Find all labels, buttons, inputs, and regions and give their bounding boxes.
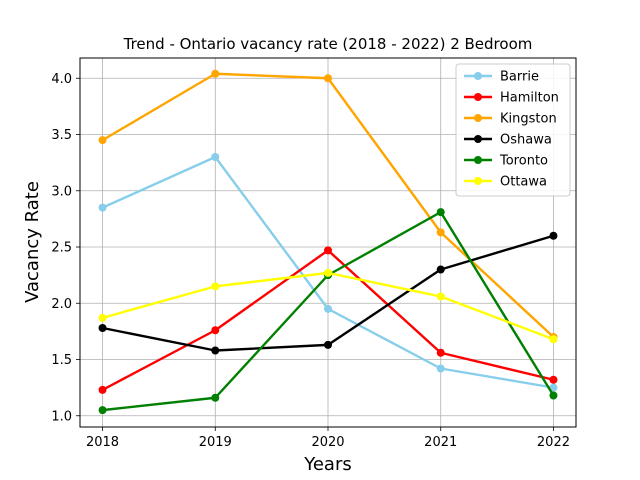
data-point-toronto [211, 393, 220, 402]
legend-marker [474, 72, 482, 80]
data-point-kingston [211, 69, 220, 78]
data-point-kingston [98, 136, 107, 145]
legend-marker [474, 135, 482, 143]
data-point-kingston [436, 228, 445, 237]
legend-item-hamilton: Hamilton [464, 91, 559, 106]
data-point-oshawa [436, 265, 445, 274]
legend-item-ottawa: Ottawa [464, 175, 547, 190]
data-point-barrie [324, 304, 332, 313]
data-point-hamilton [549, 375, 558, 384]
legend-marker [474, 156, 482, 164]
y-tick-label: 4.0 [51, 72, 72, 87]
legend-item-barrie: Barrie [464, 70, 539, 85]
data-point-oshawa [98, 324, 107, 332]
y-tick-label: 1.0 [51, 409, 72, 424]
data-point-ottawa [436, 292, 445, 301]
x-tick-label: 2019 [199, 435, 232, 450]
legend-marker [474, 177, 482, 185]
data-point-ottawa [549, 335, 558, 344]
x-tick-label: 2020 [311, 435, 344, 450]
series-barrie [98, 153, 558, 392]
data-point-barrie [211, 153, 220, 161]
x-tick-label: 2022 [537, 435, 570, 450]
x-tick-label: 2018 [86, 435, 119, 450]
data-point-barrie [98, 203, 107, 212]
x-axis-ticks: 2018 2019 2020 2021 2022 [86, 427, 570, 450]
legend-label: Ottawa [500, 175, 547, 190]
series-oshawa [98, 231, 558, 355]
y-tick-label: 3.5 [51, 128, 72, 143]
y-tick-label: 1.5 [51, 353, 72, 368]
data-point-hamilton [98, 385, 107, 394]
legend-item-toronto: Toronto [464, 154, 548, 169]
data-point-toronto [98, 406, 107, 415]
x-tick-label: 2021 [424, 435, 457, 450]
x-axis-title: Years [303, 454, 352, 475]
data-point-ottawa [324, 268, 332, 277]
legend-marker [474, 114, 482, 122]
data-point-oshawa [324, 340, 332, 349]
legend: Barrie Hamilton Kingston Oshawa Toronto Ottaw… [455, 63, 571, 197]
series-ottawa [98, 268, 558, 344]
series-layer [98, 69, 558, 415]
data-point-toronto [436, 208, 445, 217]
data-point-oshawa [211, 346, 220, 355]
data-point-barrie [549, 383, 558, 392]
y-axis-title: Vacancy Rate [22, 181, 43, 303]
legend-item-kingston: Kingston [464, 112, 557, 127]
chart-title: Trend - Ontario vacancy rate (2018 - 202… [123, 35, 533, 53]
legend-label: Oshawa [500, 133, 552, 148]
data-point-ottawa [98, 313, 107, 322]
legend-label: Barrie [500, 70, 539, 85]
series-kingston [98, 69, 558, 341]
data-point-toronto [549, 391, 558, 400]
data-point-hamilton [324, 246, 332, 255]
y-tick-label: 2.0 [51, 297, 72, 312]
data-point-oshawa [549, 231, 558, 240]
y-tick-label: 2.5 [51, 241, 72, 256]
data-point-hamilton [436, 348, 445, 357]
series-hamilton [98, 246, 558, 394]
data-point-hamilton [211, 326, 220, 335]
y-tick-label: 3.0 [51, 184, 72, 199]
legend-marker [474, 93, 482, 101]
data-point-ottawa [211, 282, 220, 291]
legend-label: Toronto [499, 154, 548, 169]
data-point-barrie [436, 364, 445, 373]
legend-item-oshawa: Oshawa [464, 133, 552, 148]
legend-label: Hamilton [500, 91, 559, 106]
y-axis-ticks: 1.0 1.5 2.0 2.5 3.0 3.5 4.0 [51, 72, 80, 424]
data-point-kingston [324, 74, 332, 83]
legend-label: Kingston [500, 112, 557, 127]
